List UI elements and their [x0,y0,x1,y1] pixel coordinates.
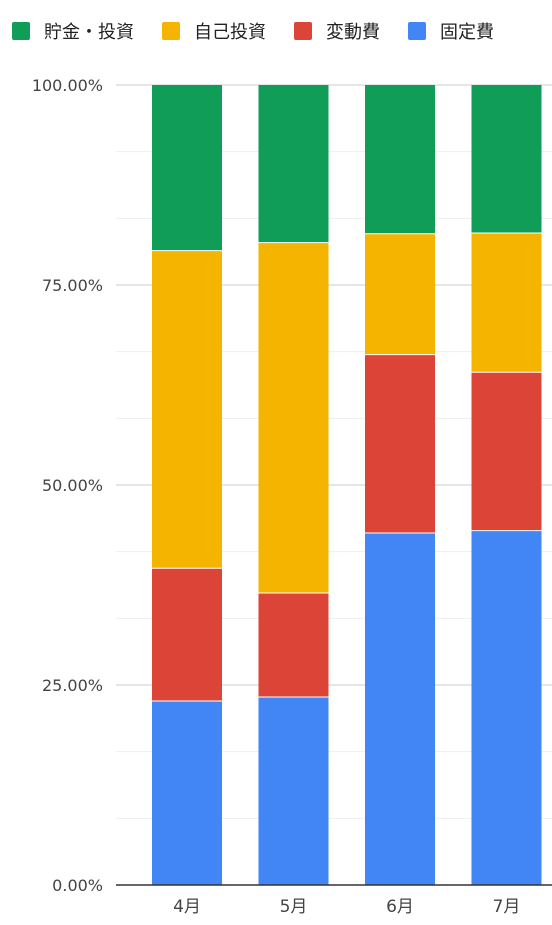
legend-label: 固定費 [440,22,494,43]
bar-segment[interactable] [471,372,542,531]
y-tick-label: 50.00% [42,476,103,495]
bar-segment[interactable] [152,250,222,569]
bar-segment[interactable] [471,85,542,233]
x-tick-label: 5月 [280,897,308,917]
bar-segment[interactable] [471,530,542,885]
bar-column [258,85,329,885]
legend-label: 変動費 [326,22,380,43]
legend-swatch [294,22,312,40]
bar-segment[interactable] [152,701,222,885]
bar-segment[interactable] [258,697,329,885]
legend-item[interactable]: 固定費 [408,22,494,43]
y-tick-label: 75.00% [42,276,103,295]
bars [152,85,542,885]
x-tick-label: 6月 [386,897,414,917]
bar-segment[interactable] [152,568,222,701]
bar-segment[interactable] [152,85,222,251]
bar-column [365,85,435,885]
legend-item[interactable]: 自己投資 [162,22,266,43]
y-tick-label: 0.00% [52,876,103,895]
axes: 0.00% 25.00% 50.00% 75.00% 100.00% 4月 5月 6月 7月 [32,76,552,917]
bar-segment[interactable] [258,242,329,593]
bar-segment[interactable] [365,85,435,234]
y-tick-label: 25.00% [42,676,103,695]
legend[interactable]: 貯金・投資 自己投資 変動費 固定費 [12,22,494,43]
bar-segment[interactable] [365,533,435,885]
bar-column [471,85,542,885]
y-tick-label: 100.00% [32,76,103,95]
legend-label: 貯金・投資 [44,22,134,43]
legend-label: 自己投資 [194,22,266,43]
legend-swatch [12,22,30,40]
bar-segment[interactable] [471,233,542,373]
bar-segment[interactable] [258,593,329,697]
bar-segment[interactable] [365,233,435,355]
legend-item[interactable]: 変動費 [294,22,380,43]
x-tick-label: 4月 [173,897,201,917]
bar-segment[interactable] [365,354,435,533]
x-tick-label: 7月 [493,897,521,917]
bar-column [152,85,222,885]
legend-swatch [162,22,180,40]
legend-swatch [408,22,426,40]
bar-segment[interactable] [258,85,329,243]
legend-item[interactable]: 貯金・投資 [12,22,134,43]
